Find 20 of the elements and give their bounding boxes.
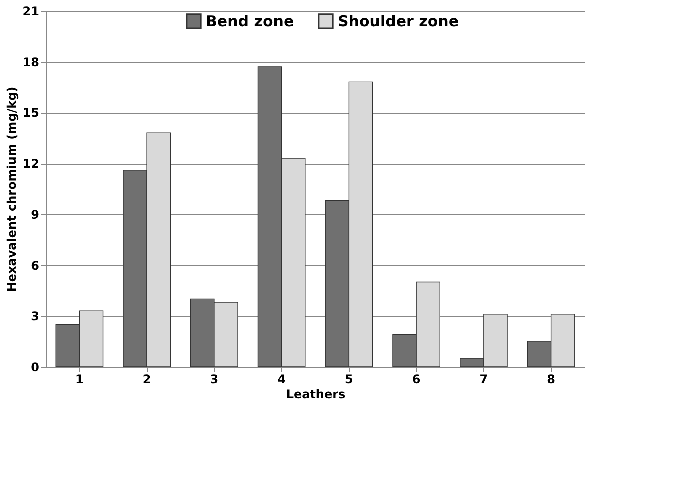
y-tick-label: 0: [31, 360, 40, 374]
x-tick-label: 1: [76, 372, 84, 386]
x-tick-label: 2: [142, 372, 152, 386]
x-tick-label: 7: [480, 372, 488, 386]
legend-label: Bend zone: [206, 12, 294, 30]
y-tick-label: 18: [22, 55, 40, 70]
legend-label: Shoulder zone: [338, 12, 460, 30]
y-axis-title: Hexavalent chromium (mg/kg): [4, 86, 19, 292]
x-tick-label: 3: [210, 372, 219, 386]
x-tick-label: 5: [345, 372, 354, 386]
y-tick-label: 6: [31, 258, 40, 273]
y-tick-label: 12: [22, 157, 40, 172]
y-tick-label: 21: [22, 4, 40, 18]
y-tick-label: 3: [31, 310, 40, 324]
x-tick-label: 6: [412, 372, 421, 386]
x-tick-label: 4: [278, 372, 286, 386]
y-tick-label: 9: [31, 208, 40, 222]
y-tick-label: 15: [22, 106, 40, 120]
x-axis-title: Leathers: [286, 388, 346, 402]
x-tick-label: 8: [547, 372, 556, 386]
